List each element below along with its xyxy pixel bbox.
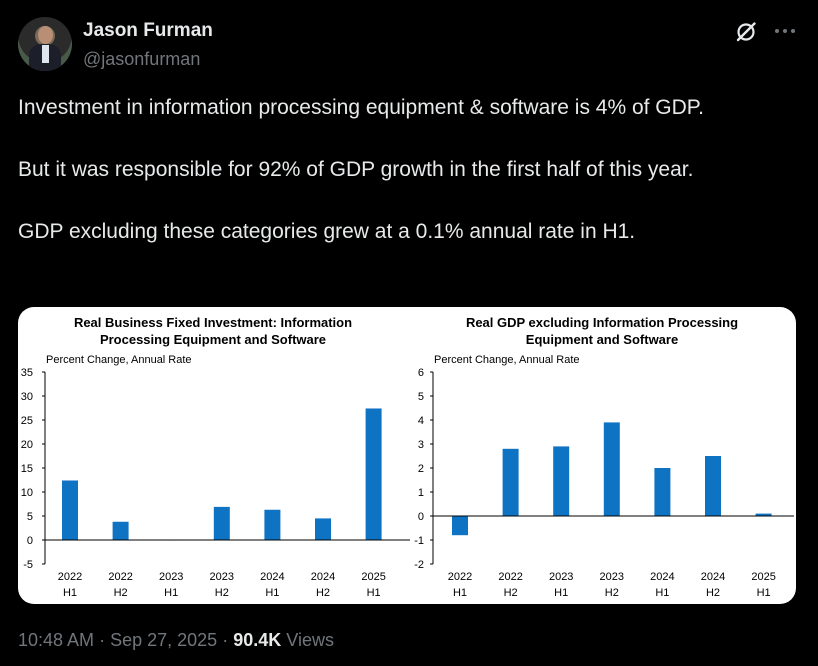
x-tick-label-year: 2022 <box>448 571 472 583</box>
y-tick-label: 6 <box>418 367 424 379</box>
bar <box>705 456 721 516</box>
x-tick-label-year: 2022 <box>108 571 132 583</box>
bar <box>452 516 468 536</box>
x-tick-label-half: H1 <box>655 587 669 599</box>
chart-title: Processing Equipment and Software <box>100 332 326 347</box>
x-tick-label-half: H1 <box>265 587 279 599</box>
meta-separator: · <box>222 630 229 650</box>
x-tick-label-year: 2024 <box>260 571 284 583</box>
y-axis-label: Percent Change, Annual Rate <box>46 354 192 366</box>
x-tick-label-year: 2024 <box>701 571 725 583</box>
y-tick-label: 5 <box>27 511 33 523</box>
tweet-date[interactable]: Sep 27, 2025 <box>110 630 218 650</box>
x-tick-label-half: H1 <box>164 587 178 599</box>
bar <box>553 446 570 516</box>
tweet-paragraph: But it was responsible for 92% of GDP gr… <box>18 158 694 181</box>
author-handle[interactable]: @jasonfurman <box>83 49 201 69</box>
x-tick-label-year: 2024 <box>311 571 335 583</box>
chart-title: Real GDP excluding Information Processin… <box>466 315 738 330</box>
x-tick-label-half: H2 <box>316 587 330 599</box>
y-tick-label: 0 <box>418 511 424 523</box>
y-tick-label: 3 <box>418 439 424 451</box>
y-tick-label: 10 <box>21 487 33 499</box>
x-tick-label-year: 2023 <box>549 571 573 583</box>
author-name[interactable]: Jason Furman <box>83 20 213 41</box>
bar <box>603 422 620 516</box>
y-tick-label: 0 <box>27 535 33 547</box>
y-tick-label: 4 <box>418 415 424 427</box>
bar <box>502 448 519 516</box>
x-tick-label-year: 2024 <box>650 571 674 583</box>
x-tick-label-year: 2023 <box>210 571 234 583</box>
x-tick-label-half: H1 <box>63 587 77 599</box>
tweet-paragraph: GDP excluding these categories grew at a… <box>18 220 636 243</box>
x-tick-label-half: H1 <box>453 587 467 599</box>
x-tick-label-year: 2025 <box>751 571 775 583</box>
views-label: Views <box>286 630 334 650</box>
x-tick-label-half: H2 <box>706 587 720 599</box>
x-tick-label-half: H1 <box>554 587 568 599</box>
bar <box>62 480 78 540</box>
y-tick-label: 25 <box>21 415 33 427</box>
x-tick-label-year: 2022 <box>58 571 82 583</box>
x-tick-label-year: 2023 <box>159 571 183 583</box>
tweet-meta: 10:48 AM · Sep 27, 2025 · 90.4K Views <box>18 630 334 651</box>
x-tick-label-half: H1 <box>757 587 771 599</box>
bar <box>654 468 671 516</box>
bar <box>755 513 772 516</box>
x-tick-label-half: H2 <box>215 587 229 599</box>
x-tick-label-year: 2025 <box>361 571 385 583</box>
y-axis-label: Percent Change, Annual Rate <box>434 354 580 366</box>
x-tick-label-half: H2 <box>605 587 619 599</box>
x-tick-label-half: H2 <box>504 587 518 599</box>
y-tick-label: -1 <box>414 535 424 547</box>
y-tick-label: 2 <box>418 463 424 475</box>
tweet-text: Investment in information processing equ… <box>18 92 798 247</box>
y-tick-label: 35 <box>21 367 33 379</box>
x-tick-label-year: 2023 <box>600 571 624 583</box>
y-tick-label: 15 <box>21 463 33 475</box>
more-options-icon[interactable] <box>772 20 798 42</box>
y-tick-label: -5 <box>23 559 33 571</box>
y-tick-label: 20 <box>21 439 33 451</box>
bar <box>264 509 281 540</box>
x-tick-label-half: H2 <box>114 587 128 599</box>
y-tick-label: -2 <box>414 559 424 571</box>
meta-separator: · <box>99 630 106 650</box>
grok-icon[interactable] <box>735 21 757 43</box>
avatar-head <box>38 26 53 44</box>
y-tick-label: 5 <box>418 391 424 403</box>
bar <box>365 408 382 540</box>
y-tick-label: 30 <box>21 391 33 403</box>
views-count: 90.4K <box>233 630 282 650</box>
x-tick-label-half: H1 <box>367 587 381 599</box>
avatar-shirt <box>42 45 49 63</box>
x-tick-label-year: 2022 <box>498 571 522 583</box>
bar <box>315 518 331 540</box>
charts-svg: Real Business Fixed Investment: Informat… <box>21 315 794 599</box>
y-tick-label: 1 <box>418 487 424 499</box>
tweet-paragraph: Investment in information processing equ… <box>18 96 704 119</box>
bar <box>213 506 230 540</box>
chart-title: Equipment and Software <box>526 332 678 347</box>
bar <box>112 521 129 540</box>
chart-title: Real Business Fixed Investment: Informat… <box>74 315 352 330</box>
tweet-time[interactable]: 10:48 AM <box>18 630 95 650</box>
tweet-media-chart-image[interactable]: Real Business Fixed Investment: Informat… <box>18 307 796 604</box>
avatar[interactable] <box>18 17 72 71</box>
